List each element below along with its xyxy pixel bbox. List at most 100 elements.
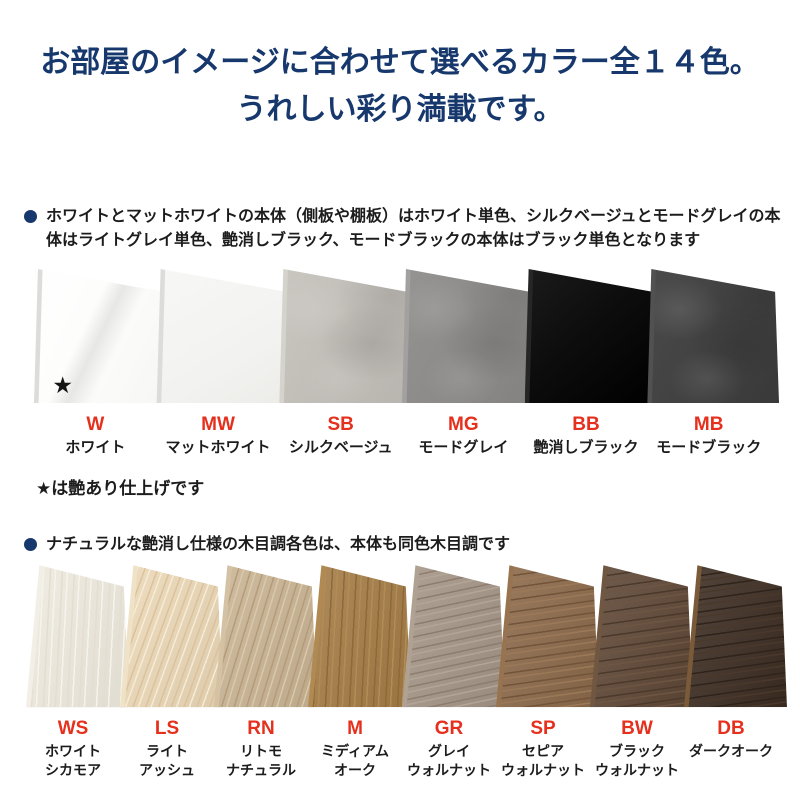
color-panel bbox=[524, 269, 657, 403]
color-name-line: ブラック bbox=[609, 743, 665, 760]
color-code: W bbox=[86, 414, 105, 435]
color-code: MG bbox=[448, 414, 479, 435]
color-name-line: 艶消しブラック bbox=[533, 439, 639, 456]
color-name: ホワイト シカモア bbox=[26, 742, 120, 780]
color-swatch: GR グレイウォルナット bbox=[402, 565, 505, 780]
color-name: ライト アッシュ bbox=[120, 742, 214, 780]
bullet-icon bbox=[24, 210, 37, 223]
color-code: M bbox=[347, 718, 363, 740]
color-panel-face bbox=[594, 565, 693, 708]
color-panel-face bbox=[124, 565, 223, 708]
color-swatch: SP セピアウォルナット bbox=[496, 565, 599, 780]
color-swatch: RN リトモナチュラル bbox=[214, 565, 317, 780]
color-name: 艶消しブラック bbox=[525, 438, 648, 458]
title-line-1: お部屋のイメージに合わせて選べるカラー全１４色。 bbox=[40, 46, 760, 79]
color-name-line: ナチュラル bbox=[226, 762, 296, 779]
color-code: SP bbox=[530, 718, 556, 740]
color-name-line: ダークオーク bbox=[689, 743, 773, 760]
color-code: RN bbox=[247, 718, 275, 740]
color-swatch: MG モードグレイ bbox=[402, 269, 534, 458]
wood-swatch-row: WS ホワイトシカモア LS ライトアッシュ RN リトモナチュラル M ミディ… bbox=[26, 565, 787, 780]
color-code: MW bbox=[201, 414, 235, 435]
color-panel bbox=[156, 269, 289, 403]
color-panel-face bbox=[688, 565, 787, 708]
color-name-line: モードグレイ bbox=[418, 439, 509, 456]
bullet-icon bbox=[24, 538, 37, 552]
color-code: DB bbox=[717, 718, 745, 740]
color-panel bbox=[402, 269, 534, 403]
color-panel bbox=[684, 565, 787, 708]
title-line-2: うれしい彩り満載です。 bbox=[236, 92, 564, 126]
star-icon: ★ bbox=[52, 372, 74, 398]
color-swatch: DB ダークオーク bbox=[684, 565, 787, 780]
color-name: シルクベージュ bbox=[279, 438, 402, 458]
color-panel-face bbox=[500, 565, 599, 708]
color-name: グレイ ウォルナット bbox=[402, 742, 496, 780]
color-panel bbox=[590, 565, 693, 708]
color-name: ブラックウォルナット bbox=[590, 742, 684, 780]
color-name-line: グレイ bbox=[428, 743, 470, 760]
color-swatch: BW ブラックウォルナット bbox=[590, 565, 693, 780]
color-name: マットホワイト bbox=[157, 438, 280, 458]
color-panel bbox=[214, 565, 317, 708]
color-swatch: WS ホワイトシカモア bbox=[26, 565, 129, 780]
color-code: BB bbox=[572, 414, 600, 435]
color-code: MB bbox=[693, 414, 724, 435]
color-panel bbox=[496, 565, 599, 708]
color-swatch: LS ライトアッシュ bbox=[120, 565, 223, 780]
color-panel-face bbox=[406, 565, 505, 708]
color-code: SB bbox=[327, 414, 354, 435]
color-panel bbox=[279, 269, 412, 403]
solid-swatch-row: ★ W ホワイト MW マットホワイト SB シルクベージュ MG モー bbox=[34, 269, 780, 458]
color-name-line: モードブラック bbox=[656, 439, 762, 456]
color-name-line: アッシュ bbox=[139, 762, 195, 779]
color-name-line: ホワイト bbox=[65, 439, 126, 456]
solid-colors-note: ホワイトとマットホワイトの本体（側板や棚板）はホワイト単色、シルクベージュとモー… bbox=[24, 205, 782, 253]
color-panel-face bbox=[218, 565, 317, 708]
color-panel bbox=[120, 565, 223, 708]
color-panel bbox=[308, 565, 411, 708]
color-name-line: オーク bbox=[334, 762, 376, 779]
color-code: GR bbox=[434, 718, 464, 740]
color-name-line: リトモ bbox=[240, 743, 282, 760]
color-panel-face bbox=[406, 269, 534, 403]
color-name-line: ライト bbox=[146, 743, 188, 760]
color-panel-face bbox=[312, 565, 411, 708]
color-panel: ★ bbox=[34, 269, 166, 403]
color-name: モードブラック bbox=[647, 438, 770, 458]
color-swatch: SB シルクベージュ bbox=[279, 269, 412, 458]
color-code: WS bbox=[57, 718, 89, 740]
color-name: ダークオーク bbox=[684, 742, 778, 761]
color-name: ホワイト bbox=[34, 438, 157, 458]
page-title: お部屋のイメージに合わせて選べるカラー全１４色。 うれしい彩り満載です。 bbox=[8, 40, 792, 133]
color-name: リトモ ナチュラル bbox=[214, 742, 308, 780]
color-name-line: ウォルナット bbox=[407, 762, 491, 779]
color-code: BW bbox=[621, 718, 653, 740]
color-swatch: M ミディアムオーク bbox=[308, 565, 411, 780]
wood-colors-note-text: ナチュラルな艶消し仕様の木目調各色は、本体も同色木目調です bbox=[46, 536, 511, 554]
color-name: セピア ウォルナット bbox=[496, 742, 590, 780]
color-name-line: ウォルナット bbox=[595, 762, 679, 779]
color-panel bbox=[647, 269, 780, 403]
gloss-footnote: ★は艶あり仕上げです bbox=[36, 479, 205, 499]
color-panel-face bbox=[161, 269, 289, 403]
color-name-line: シルクベージュ bbox=[288, 439, 393, 456]
color-panel-face: ★ bbox=[38, 269, 166, 403]
color-panel-face bbox=[651, 269, 780, 403]
color-panel-face bbox=[529, 269, 657, 403]
color-swatch: BB 艶消しブラック bbox=[524, 269, 657, 458]
color-name-line: シカモア bbox=[45, 762, 101, 779]
color-name-line: ウォルナット bbox=[501, 762, 585, 779]
color-swatch: MW マットホワイト bbox=[156, 269, 289, 458]
color-swatch: MB モードブラック bbox=[647, 269, 780, 458]
color-panel-face bbox=[283, 269, 412, 403]
color-panel bbox=[26, 565, 129, 708]
color-code: LS bbox=[154, 718, 180, 740]
color-name-line: ミディアム bbox=[320, 743, 390, 760]
color-name-line: ホワイト bbox=[45, 743, 101, 760]
color-name-line: セピア bbox=[522, 743, 564, 760]
wood-colors-note: ナチュラルな艶消し仕様の木目調各色は、本体も同色木目調です bbox=[24, 533, 782, 557]
solid-colors-note-text: ホワイトとマットホワイトの本体（側板や棚板）はホワイト単色、シルクベージュとモー… bbox=[46, 208, 781, 249]
color-name: ミディアム オーク bbox=[308, 742, 402, 780]
